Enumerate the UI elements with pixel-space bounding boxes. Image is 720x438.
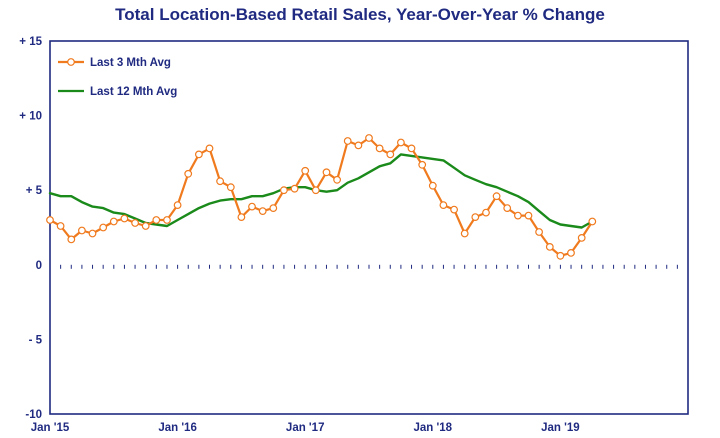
data-point-marker xyxy=(99,223,108,232)
y-tick-label: -10 xyxy=(25,409,42,421)
data-point-marker xyxy=(375,144,384,153)
data-point-marker xyxy=(524,211,533,220)
data-point-marker xyxy=(131,219,140,227)
data-point-marker xyxy=(588,217,597,226)
data-point-marker xyxy=(471,213,480,222)
data-point-marker xyxy=(280,186,288,195)
x-tick-label: Jan '19 xyxy=(541,422,580,434)
data-point-marker xyxy=(152,216,161,224)
data-point-marker xyxy=(120,214,129,223)
data-point-marker xyxy=(333,175,342,184)
data-point-marker xyxy=(258,207,267,216)
data-point-marker xyxy=(163,216,171,224)
legend-label: Last 3 Mth Avg xyxy=(90,57,171,69)
data-point-marker xyxy=(311,186,320,195)
legend-label: Last 12 Mth Avg xyxy=(90,86,177,98)
data-point-marker xyxy=(301,166,310,175)
data-point-marker xyxy=(88,229,97,238)
data-point-marker xyxy=(56,222,65,230)
data-point-marker xyxy=(184,169,193,178)
y-tick-label: 0 xyxy=(36,260,42,272)
x-tick-label: Jan '18 xyxy=(414,422,453,434)
series-line-last-12-mth-avg xyxy=(48,153,594,229)
data-point-marker xyxy=(460,229,469,238)
data-point-marker xyxy=(514,211,522,220)
data-point-marker xyxy=(216,177,225,186)
data-point-marker xyxy=(226,183,235,192)
data-point-marker xyxy=(567,248,575,257)
data-point-marker xyxy=(482,208,490,217)
data-point-marker xyxy=(439,201,448,210)
data-point-marker xyxy=(407,144,416,153)
legend-marker xyxy=(67,58,75,66)
data-point-marker xyxy=(354,141,363,150)
y-tick-label: + 5 xyxy=(26,185,43,197)
legend: Last 3 Mth Avg Last 12 Mth Avg xyxy=(58,57,177,98)
data-point-marker xyxy=(397,138,405,147)
data-point-marker xyxy=(577,233,586,242)
data-point-marker xyxy=(418,160,427,169)
data-point-marker xyxy=(428,181,437,190)
data-point-marker xyxy=(194,150,203,159)
data-point-marker xyxy=(173,201,182,210)
data-point-marker xyxy=(205,144,214,153)
y-tick-label: - 5 xyxy=(29,334,43,346)
data-point-marker xyxy=(386,150,395,159)
data-point-marker xyxy=(545,242,554,251)
data-point-marker xyxy=(109,217,118,226)
data-point-marker xyxy=(535,228,543,236)
data-point-marker xyxy=(290,184,299,193)
series-line-last-3-mth-avg xyxy=(48,136,594,257)
x-tick-label: Jan '15 xyxy=(31,422,70,434)
data-point-marker xyxy=(248,202,256,211)
data-point-marker xyxy=(365,134,373,142)
data-point-marker xyxy=(556,251,565,260)
data-point-marker xyxy=(237,213,246,222)
series-lines xyxy=(46,134,597,260)
data-point-marker xyxy=(77,226,86,235)
x-tick-label: Jan '17 xyxy=(286,422,325,434)
data-point-marker xyxy=(343,137,352,145)
y-tick-label: + 15 xyxy=(19,36,42,48)
data-point-marker xyxy=(46,216,54,224)
data-point-marker xyxy=(503,204,512,213)
x-tick-label: Jan '16 xyxy=(158,422,197,434)
y-tick-label: + 10 xyxy=(19,111,42,123)
data-point-marker xyxy=(322,168,331,177)
data-point-marker xyxy=(269,204,278,213)
data-point-marker xyxy=(141,222,150,230)
data-point-marker xyxy=(450,205,459,214)
data-point-marker xyxy=(492,192,501,201)
data-point-marker xyxy=(67,235,76,244)
chart-title: Total Location-Based Retail Sales, Year-… xyxy=(115,5,605,24)
